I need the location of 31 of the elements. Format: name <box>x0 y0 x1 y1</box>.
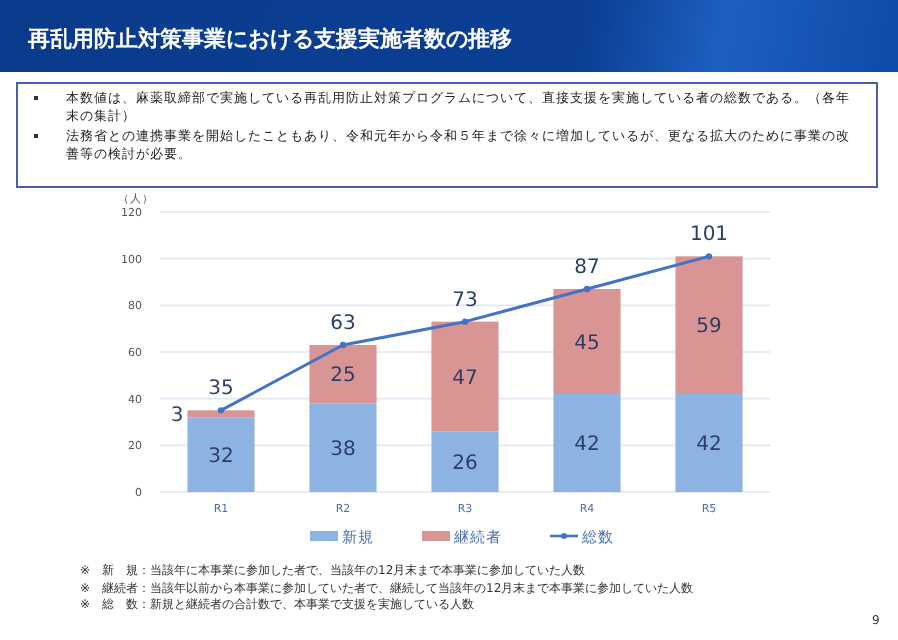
bar <box>431 321 499 432</box>
data-label: 38 <box>330 438 356 461</box>
data-label: 87 <box>574 257 600 279</box>
point <box>217 407 225 414</box>
point <box>583 285 591 293</box>
bar <box>431 431 499 492</box>
point <box>705 253 713 260</box>
data-label: 59 <box>696 316 722 339</box>
data-label: 32 <box>208 445 234 468</box>
bar <box>675 256 743 394</box>
bar <box>187 410 255 418</box>
data-label: 35 <box>208 378 234 401</box>
data-label: 47 <box>452 367 478 390</box>
bar <box>553 289 621 394</box>
data-label: 63 <box>330 313 356 335</box>
point <box>339 341 347 349</box>
data-label: 73 <box>452 289 478 312</box>
data-label: 45 <box>574 332 600 355</box>
data-label: 3 <box>170 404 184 427</box>
data-label: 26 <box>452 452 478 475</box>
data-label: 101 <box>689 224 729 247</box>
point <box>461 318 469 325</box>
bar <box>187 417 255 492</box>
bar <box>553 394 621 492</box>
bar <box>309 403 377 492</box>
data-label: 42 <box>574 434 600 456</box>
data-label: 25 <box>330 365 356 388</box>
bar <box>675 394 743 492</box>
chart-title: 再乱用防止対策事業における支援実施者数の推移 <box>28 24 512 54</box>
bar <box>309 345 377 404</box>
data-label: 42 <box>696 434 722 456</box>
